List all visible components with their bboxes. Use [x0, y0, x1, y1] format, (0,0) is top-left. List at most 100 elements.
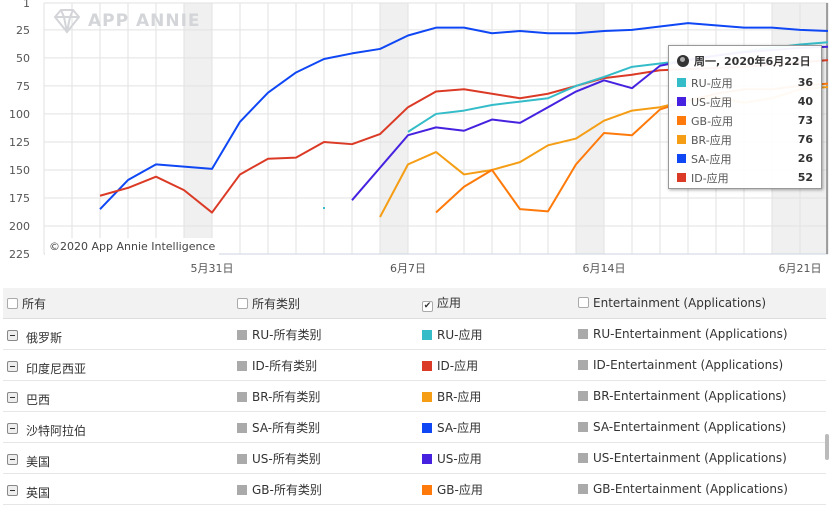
- table-row: 沙特阿拉伯 SA-所有类别 SA-应用 SA-Entertainment (Ap…: [3, 412, 826, 443]
- country-label: 英国: [26, 486, 50, 500]
- series-swatch-icon: [677, 173, 686, 182]
- country-label: 巴西: [26, 393, 50, 407]
- tooltip-value: 26: [798, 152, 813, 165]
- country-cell: 巴西: [3, 381, 233, 412]
- x-tick-label: 6月21日: [779, 262, 822, 275]
- tooltip-series-label: RU-应用: [691, 75, 798, 91]
- y-tick-label: 1: [23, 0, 30, 10]
- header-checkbox[interactable]: [237, 298, 248, 309]
- collapse-toggle-icon[interactable]: [7, 423, 18, 434]
- country-cell: 俄罗斯: [3, 319, 233, 350]
- y-tick-label: 200: [9, 220, 30, 233]
- header-label: 所有类别: [252, 297, 300, 311]
- collapse-toggle-icon[interactable]: [7, 330, 18, 341]
- tooltip-title: 周一, 2020年6月22日: [694, 53, 811, 69]
- y-tick-label: 150: [9, 164, 30, 177]
- series-label: ID-所有类别: [252, 359, 317, 373]
- series-toggle-entertainment[interactable]: GB-Entertainment (Applications): [574, 474, 826, 505]
- header-label: 应用: [437, 296, 461, 310]
- header-checkbox[interactable]: [7, 298, 18, 309]
- watermark-text: APP ANNIE: [88, 11, 201, 31]
- copyright-label: ©2020 App Annie Intelligence: [45, 238, 219, 255]
- series-toggle-entertainment[interactable]: RU-Entertainment (Applications): [574, 319, 826, 350]
- tooltip-series-label: BR-应用: [691, 132, 798, 148]
- country-cell: 印度尼西亚: [3, 350, 233, 381]
- tooltip-value: 76: [798, 133, 813, 146]
- tooltip-value: 40: [798, 95, 813, 108]
- series-toggle-all-categories[interactable]: ID-所有类别: [233, 350, 418, 381]
- header-checkbox[interactable]: [578, 297, 589, 308]
- series-toggle-all-categories[interactable]: GB-所有类别: [233, 474, 418, 505]
- series-toggle-all-categories[interactable]: SA-所有类别: [233, 412, 418, 443]
- series-swatch-icon: [237, 454, 247, 464]
- series-swatch-icon: [578, 329, 588, 339]
- series-swatch-icon: [677, 97, 686, 106]
- series-swatch-icon: [578, 360, 588, 370]
- series-label: SA-应用: [437, 421, 481, 435]
- column-header: 所有类别: [233, 288, 418, 319]
- series-label: US-所有类别: [252, 452, 321, 466]
- series-toggle-entertainment[interactable]: SA-Entertainment (Applications): [574, 412, 826, 443]
- series-swatch-icon: [677, 135, 686, 144]
- series-swatch-icon: [422, 485, 432, 495]
- country-label: 印度尼西亚: [26, 362, 86, 376]
- series-toggle-entertainment[interactable]: US-Entertainment (Applications): [574, 443, 826, 474]
- collapse-toggle-icon[interactable]: [7, 485, 18, 496]
- x-tick-label: 6月7日: [390, 262, 426, 275]
- series-label: RU-应用: [437, 328, 482, 342]
- series-swatch-icon: [677, 116, 686, 125]
- series-swatch-icon: [237, 361, 247, 371]
- series-label: SA-所有类别: [252, 421, 320, 435]
- series-swatch-icon: [578, 391, 588, 401]
- series-swatch-icon: [578, 422, 588, 432]
- series-swatch-icon: [422, 392, 432, 402]
- series-swatch-icon: [237, 423, 247, 433]
- scrollbar-thumb[interactable]: [825, 434, 829, 460]
- tooltip-value: 73: [798, 114, 813, 127]
- country-label: 沙特阿拉伯: [26, 424, 86, 438]
- series-label: BR-应用: [437, 390, 481, 404]
- series-swatch-icon: [578, 484, 588, 494]
- series-toggle-all-categories[interactable]: RU-所有类别: [233, 319, 418, 350]
- series-toggle-app[interactable]: US-应用: [418, 443, 574, 474]
- collapse-toggle-icon[interactable]: [7, 454, 18, 465]
- table-row: 巴西 BR-所有类别 BR-应用 BR-Entertainment (Appli…: [3, 381, 826, 412]
- series-toggle-all-categories[interactable]: BR-所有类别: [233, 381, 418, 412]
- collapse-toggle-icon[interactable]: [7, 361, 18, 372]
- series-label: ID-应用: [437, 359, 478, 373]
- series-label: ID-Entertainment (Applications): [593, 358, 783, 372]
- tooltip-value: 36: [798, 76, 813, 89]
- series-toggle-app[interactable]: SA-应用: [418, 412, 574, 443]
- series-label: BR-Entertainment (Applications): [593, 389, 786, 403]
- series-toggle-app[interactable]: RU-应用: [418, 319, 574, 350]
- y-tick-label: 25: [16, 24, 30, 37]
- series-toggle-app[interactable]: ID-应用: [418, 350, 574, 381]
- table-row: 美国 US-所有类别 US-应用 US-Entertainment (Appli…: [3, 443, 826, 474]
- series-swatch-icon: [237, 392, 247, 402]
- series-swatch-icon: [677, 154, 686, 163]
- series-toggle-app[interactable]: GB-应用: [418, 474, 574, 505]
- header-checkbox[interactable]: ✔: [422, 301, 433, 312]
- series-toggle-entertainment[interactable]: ID-Entertainment (Applications): [574, 350, 826, 381]
- series-toggle-entertainment[interactable]: BR-Entertainment (Applications): [574, 381, 826, 412]
- table-row: 印度尼西亚 ID-所有类别 ID-应用 ID-Entertainment (Ap…: [3, 350, 826, 381]
- country-label: 美国: [26, 455, 50, 469]
- series-label: GB-所有类别: [252, 483, 322, 497]
- series-toggle-app[interactable]: BR-应用: [418, 381, 574, 412]
- table-row: 俄罗斯 RU-所有类别 RU-应用 RU-Entertainment (Appl…: [3, 319, 826, 350]
- tooltip-series-label: US-应用: [691, 94, 798, 110]
- series-label: GB-应用: [437, 483, 483, 497]
- y-tick-label: 225: [9, 248, 30, 261]
- series-swatch-icon: [677, 78, 686, 87]
- series-toggle-all-categories[interactable]: US-所有类别: [233, 443, 418, 474]
- collapse-toggle-icon[interactable]: [7, 392, 18, 403]
- series-label: SA-Entertainment (Applications): [593, 420, 786, 434]
- column-header: Entertainment (Applications): [574, 288, 826, 319]
- series-swatch-icon: [237, 330, 247, 340]
- series-label: GB-Entertainment (Applications): [593, 482, 788, 496]
